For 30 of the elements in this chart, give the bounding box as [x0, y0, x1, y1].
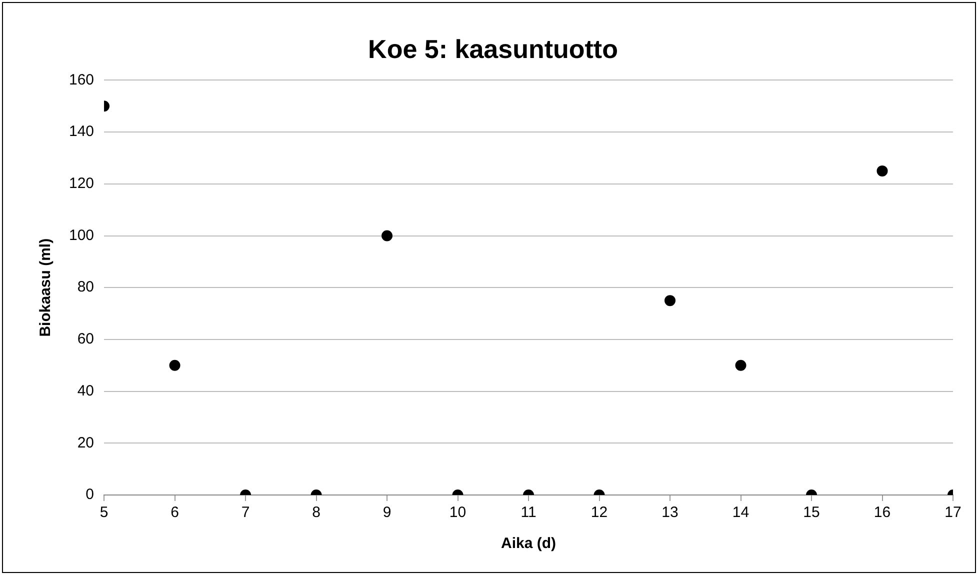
- x-tick-label: 17: [944, 504, 962, 522]
- x-tick-label: 5: [100, 504, 108, 522]
- x-tick-label: 10: [449, 504, 466, 522]
- y-tick-label: 80: [77, 278, 94, 296]
- y-tick-label: 160: [68, 71, 94, 88]
- x-axis-title: Aika (d): [501, 535, 556, 552]
- x-tick-label: 12: [590, 504, 608, 522]
- y-tick-label: 120: [68, 175, 94, 192]
- x-tick-label: 15: [803, 504, 820, 522]
- y-tick-label: 60: [77, 330, 94, 348]
- x-tick-label: 6: [170, 504, 179, 522]
- point: [382, 230, 393, 242]
- y-tick-label: 20: [77, 434, 94, 452]
- y-tick-label: 40: [77, 382, 94, 400]
- x-tick-label: 16: [874, 504, 891, 522]
- chart-title: Koe 5: kaasuntuotto: [368, 34, 618, 64]
- x-tick-label: 13: [662, 504, 678, 522]
- y-tick-label: 100: [68, 226, 94, 244]
- point: [735, 360, 746, 371]
- point: [876, 165, 888, 176]
- x-tick-label: 9: [382, 504, 392, 522]
- y-axis-title: Biokaasu (ml): [37, 238, 54, 337]
- point: [169, 360, 180, 371]
- x-tick-label: 14: [732, 504, 750, 522]
- x-tick-label: 8: [312, 504, 320, 522]
- x-tick-label: 7: [241, 504, 250, 522]
- x-tick-label: 11: [520, 504, 536, 522]
- y-tick-label: 0: [86, 486, 94, 504]
- y-tick-label: 140: [68, 123, 94, 140]
- point: [664, 295, 676, 306]
